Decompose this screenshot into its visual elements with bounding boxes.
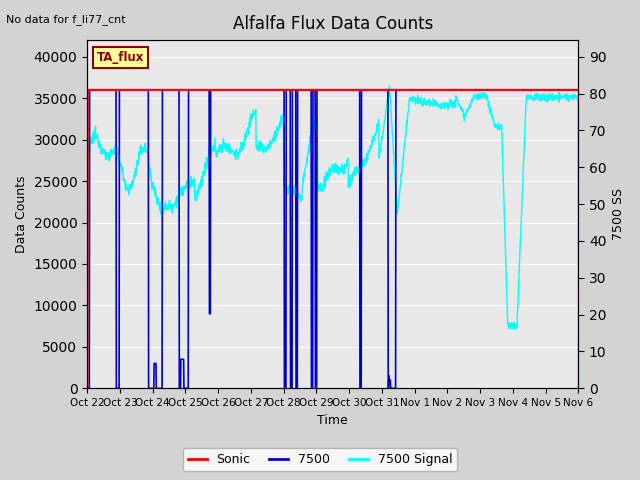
Text: TA_flux: TA_flux bbox=[97, 51, 145, 64]
Text: No data for f_li77_cnt: No data for f_li77_cnt bbox=[6, 14, 126, 25]
Title: Alfalfa Flux Data Counts: Alfalfa Flux Data Counts bbox=[232, 15, 433, 33]
X-axis label: Time: Time bbox=[317, 414, 348, 427]
Y-axis label: 7500 SS: 7500 SS bbox=[612, 188, 625, 240]
Legend: Sonic, 7500, 7500 Signal: Sonic, 7500, 7500 Signal bbox=[183, 448, 457, 471]
Y-axis label: Data Counts: Data Counts bbox=[15, 176, 28, 253]
